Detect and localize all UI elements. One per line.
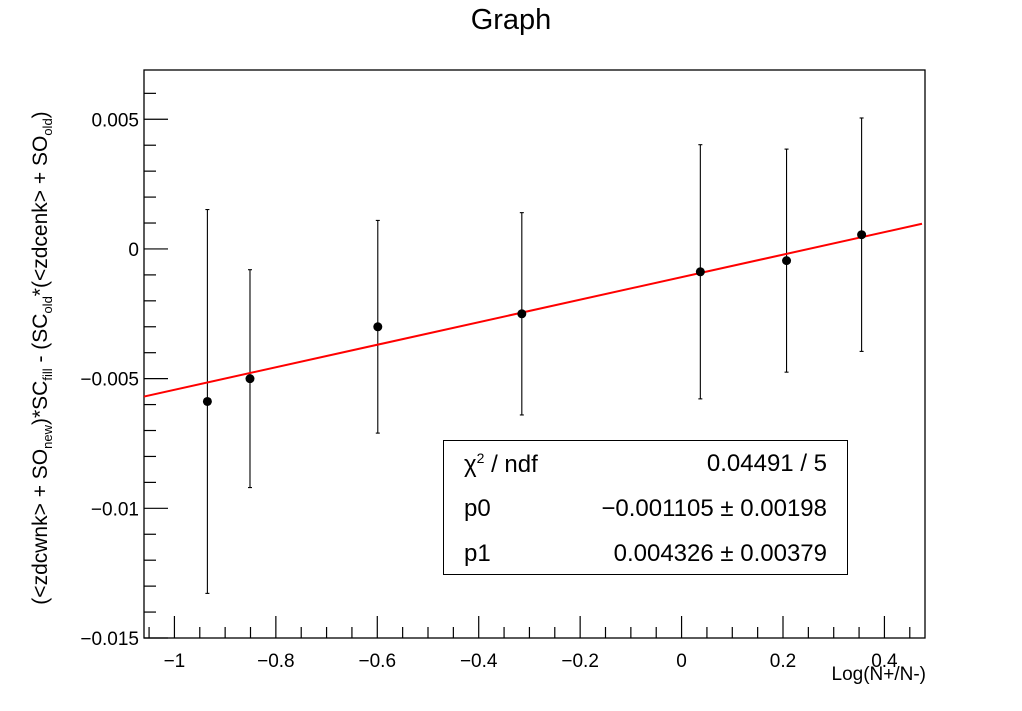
data-point [517,309,527,319]
y-tick-label: −0.01 [91,499,139,520]
y-axis-label-subscript: old [40,296,56,314]
chart-title: Graph [470,4,552,36]
y-tick-label: −0.005 [80,370,139,391]
chi-symbol: χ [464,451,477,478]
x-tick-label: −0.2 [561,651,599,672]
y-axis-label-part: )*SC [28,380,52,425]
x-tick-label: −0.6 [359,651,397,672]
y-axis-label-subscript: new [40,425,56,449]
y-axis-label-subscript: old [40,118,56,136]
plot-frame [143,69,926,639]
data-point [782,256,792,266]
y-axis-label-subscript: fill [40,368,56,381]
stat-label-p0: p0 [464,495,491,522]
data-point [202,396,212,406]
x-tick-label: −1 [164,651,186,672]
x-tick-label: 0.4 [871,651,898,672]
y-axis-label: (<zdcwnk> + SOnew)*SCfill - (SCold*(<zdc… [29,111,55,604]
data-point [695,267,705,277]
x-tick-label: −0.4 [460,651,498,672]
chi-superscript: 2 [476,450,485,466]
stat-value-chi2: 0.04491 / 5 [706,450,827,477]
fit-line [143,222,923,398]
y-tick-label: 0 [128,240,139,261]
x-tick-label: 0 [676,651,687,672]
y-axis-label-part: *(<zdcenk> + SO [28,135,52,297]
x-axis-label: Log(N+/N-) [831,664,927,685]
stat-label-p1: p1 [464,540,491,567]
ndf-text: / ndf [484,451,538,478]
data-point [373,322,383,332]
stat-value-p1: 0.004326 ± 0.00379 [613,540,827,567]
data-point [245,374,255,384]
y-tick-label: 0.005 [91,110,139,131]
y-axis-label-part: - (SC [28,313,52,369]
stat-row-chi2: χ2 / ndf 0.04491 / 5 [444,441,847,486]
fit-stats-box: χ2 / ndf 0.04491 / 5 p0 −0.001105 ± 0.00… [443,440,848,575]
data-point [857,230,867,240]
x-tick-label: 0.2 [770,651,796,672]
x-tick-label: −0.8 [257,651,295,672]
stat-value-p0: −0.001105 ± 0.00198 [601,495,827,522]
y-axis-label-part: ) [28,111,52,119]
y-axis-label-part: (<zdcwnk> + SO [28,448,52,605]
stat-row-p1: p1 0.004326 ± 0.00379 [444,531,847,576]
stat-label-chi2: χ2 / ndf [464,450,538,479]
y-tick-label: −0.015 [80,629,139,650]
stat-row-p0: p0 −0.001105 ± 0.00198 [444,486,847,531]
